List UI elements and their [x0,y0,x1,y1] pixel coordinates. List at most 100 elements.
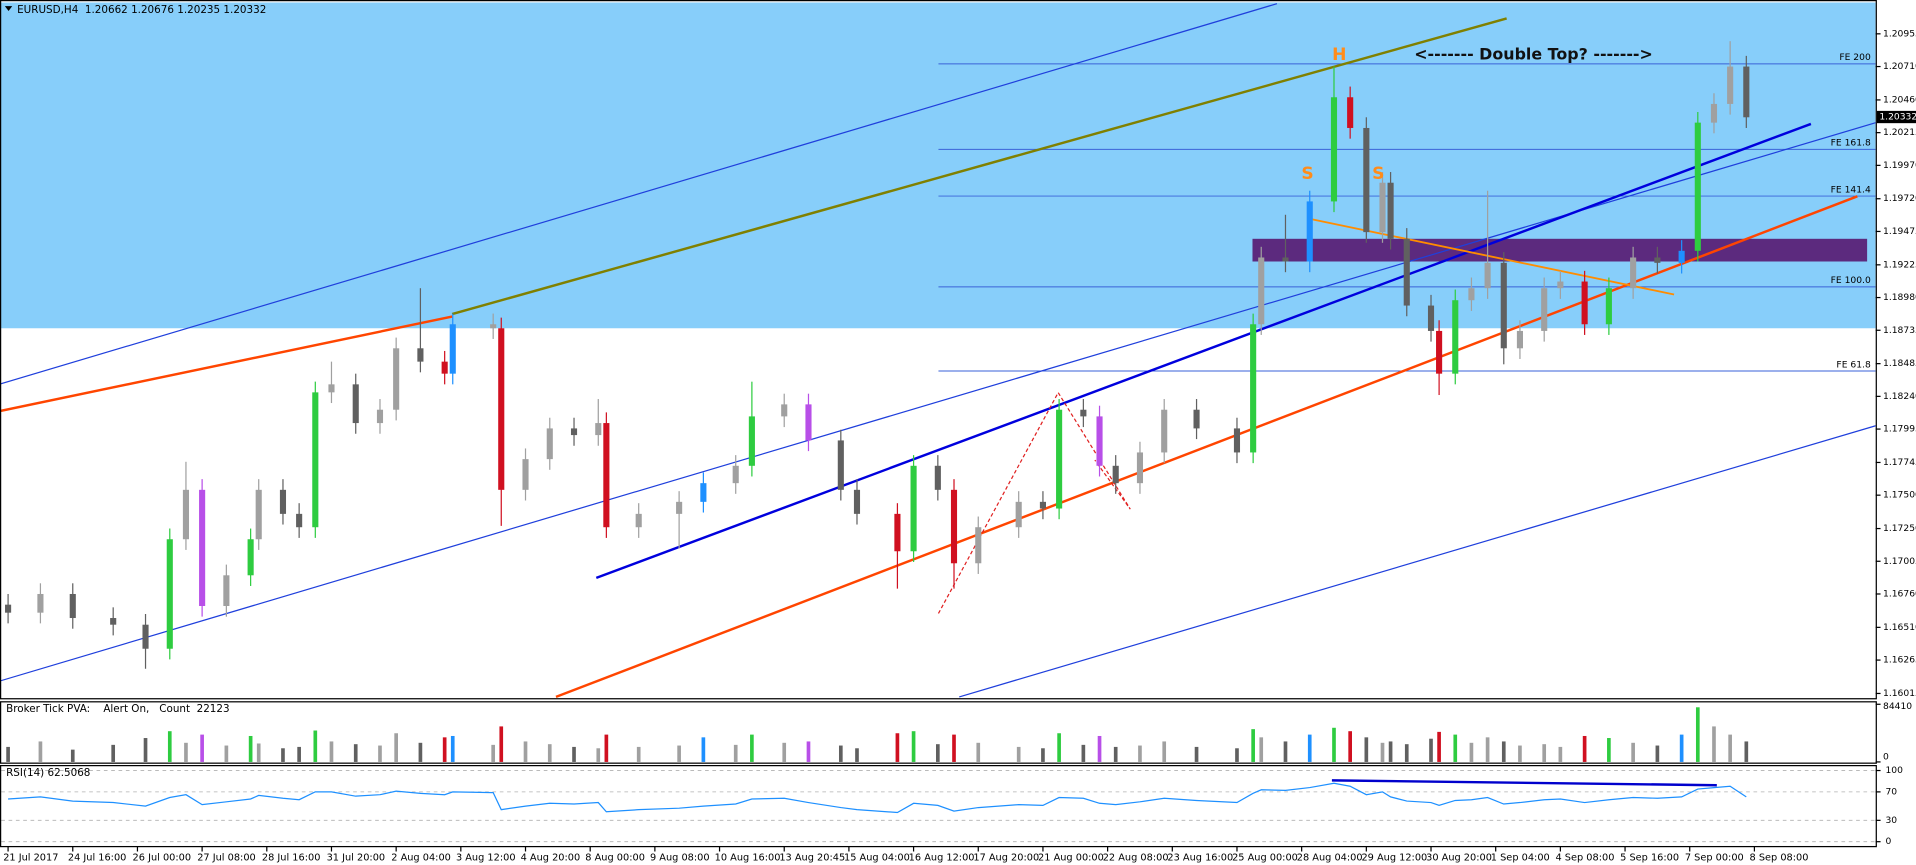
candle-body [279,489,287,514]
candle-body [5,604,12,613]
zone [1252,238,1868,262]
x-tick-label: 1 Sep 04:00 [1491,853,1550,864]
candle-body [1363,127,1370,233]
volume-bar [855,748,859,762]
candle-body [498,328,505,490]
candle-body [910,465,917,552]
volume-bar [418,742,423,762]
volume-bar [523,741,528,762]
volume-bar [248,735,253,762]
zone [0,2,1876,329]
candle-body [1112,465,1119,484]
candle-body [781,404,788,417]
volume-bar [1655,745,1660,762]
volume-bar [1057,733,1061,762]
volume-tick-label: 84410 [1883,701,1912,712]
candle-body [595,423,602,436]
x-tick-label: 3 Aug 12:00 [456,853,516,864]
volume-bar [1097,735,1102,762]
candle-body [110,618,117,625]
volume-bar [1251,729,1255,762]
channel-line [0,3,1278,385]
volume-bar [1113,746,1118,762]
volume-bar [1485,737,1490,762]
x-tick-label: 23 Aug 16:00 [1167,853,1233,864]
candle-body [1306,201,1313,262]
zones [0,2,1876,329]
volume-bar [547,744,552,762]
volume-frame [0,701,1877,764]
channel-line [959,425,1876,698]
candle-body [1452,300,1459,374]
x-tick-label: 8 Sep 08:00 [1750,853,1809,864]
rsi [1,770,1876,843]
divergence-line [1331,779,1717,787]
volume-bar [952,734,956,762]
volume-bars [6,707,1749,762]
candle-body [853,489,861,514]
candle-body [950,489,958,564]
volume-bar [1194,746,1199,762]
x-tick-label: 28 Jul 16:00 [262,853,321,864]
x-tick-label: 24 Jul 16:00 [68,853,127,864]
candle-body [1654,257,1661,263]
candle-body [1557,281,1564,289]
volume-bar [1162,741,1167,762]
y-tick-label: 1.17745 [1883,457,1916,468]
candle-body [490,324,497,329]
candle-body [570,428,578,436]
candle-body [1379,182,1386,233]
candle-body [635,513,642,528]
candle-body [352,384,359,424]
candle-body [700,483,707,502]
x-tick-label: 2 Aug 04:00 [391,853,451,864]
volume-bar [394,733,398,762]
candle-body [1387,182,1394,239]
candle-body [417,348,424,362]
candle-body [1258,257,1265,325]
candle-body [1694,122,1701,251]
level-label: FE 100.0 [1831,275,1871,286]
y-tick-label: 1.20955 [1883,28,1916,39]
volume-bar [1259,737,1264,762]
volume-bar [184,742,188,762]
menu-arrow[interactable] [4,6,13,12]
volume-bar [224,745,229,762]
x-tick-label: 30 Aug 20:00 [1426,853,1492,864]
rsi-frame [0,765,1877,848]
candle-body [255,489,262,540]
volume-bar [1558,746,1563,762]
candle-body [1468,288,1475,301]
volume-bar [70,749,75,762]
volume-bar [701,737,706,762]
candle-body [1743,66,1750,118]
volume-bar [604,734,609,762]
rsi-tick-label: 100 [1885,765,1903,776]
volume-bar [1348,731,1352,762]
candle-body [449,324,456,374]
annotation: S [1372,164,1384,184]
candle-body [1484,262,1491,289]
candle-body [1516,330,1523,349]
volume-bar [297,746,301,762]
candles [5,41,1750,669]
volume-bar [167,731,172,762]
candle-body [546,428,553,460]
volume-bar [353,744,358,762]
candle-body [1330,97,1338,202]
annotation: S [1301,164,1313,184]
candle-body [1136,452,1144,484]
chart-title: EURUSD,H4 1.20662 1.20676 1.20235 1.2033… [17,4,266,16]
volume-bar [1388,741,1393,762]
x-tick-label: 26 Jul 00:00 [133,853,192,864]
volume-bar [936,744,940,762]
volume-bar [750,734,754,762]
x-tick-label: 13 Aug 20:45 [779,853,845,864]
volume-bar [1695,707,1700,762]
axes: 1.20955 1.20710 1.20460 1.20215 1.19970 1.197… [3,28,1916,864]
x-tick-label: 5 Sep 16:00 [1620,853,1679,864]
trend-line [595,122,1812,580]
volume-bar [442,737,447,762]
volume-bar [1016,746,1021,762]
volume-bar [636,746,641,762]
